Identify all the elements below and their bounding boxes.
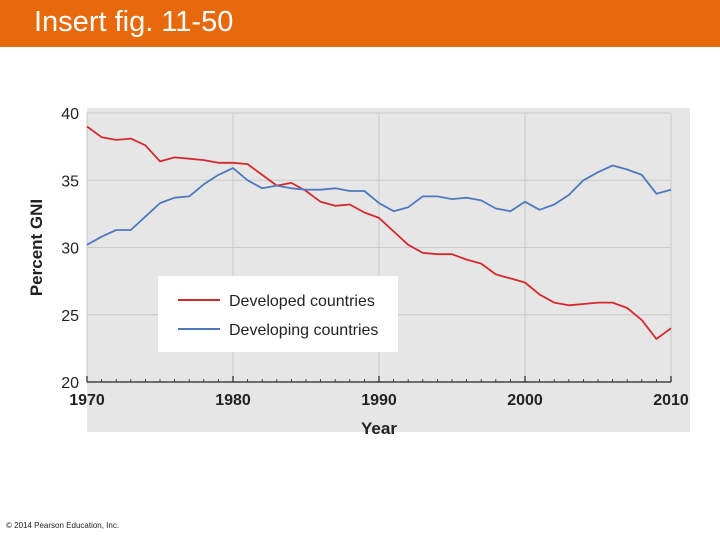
y-tick-label: 40 bbox=[61, 106, 79, 123]
y-tick-label: 30 bbox=[61, 241, 79, 258]
x-tick-label: 1970 bbox=[69, 392, 105, 409]
x-tick-label: 2000 bbox=[507, 392, 543, 409]
legend-label: Developing countries bbox=[229, 322, 378, 339]
series-line-developing-countries bbox=[86, 164, 672, 246]
legend-box bbox=[158, 276, 398, 352]
copyright-notice: © 2014 Pearson Education, Inc. bbox=[6, 521, 120, 530]
x-tick-label: 2010 bbox=[653, 392, 689, 409]
x-tick-label: 1990 bbox=[361, 392, 397, 409]
plot-background bbox=[87, 108, 690, 432]
x-tick-label: 1980 bbox=[215, 392, 251, 409]
legend-label: Developed countries bbox=[229, 293, 375, 310]
slide-title: Insert fig. 11-50 bbox=[34, 6, 234, 38]
y-axis-title: Percent GNI bbox=[27, 199, 46, 296]
series-line-developed-countries bbox=[86, 125, 672, 340]
y-tick-label: 20 bbox=[61, 375, 79, 392]
chart: Developed countries Developing countries … bbox=[0, 90, 720, 440]
x-axis-title: Year bbox=[361, 419, 397, 438]
y-tick-label: 35 bbox=[61, 173, 79, 190]
slide-header: Insert fig. 11-50 bbox=[0, 0, 720, 47]
y-tick-label: 25 bbox=[61, 308, 79, 325]
